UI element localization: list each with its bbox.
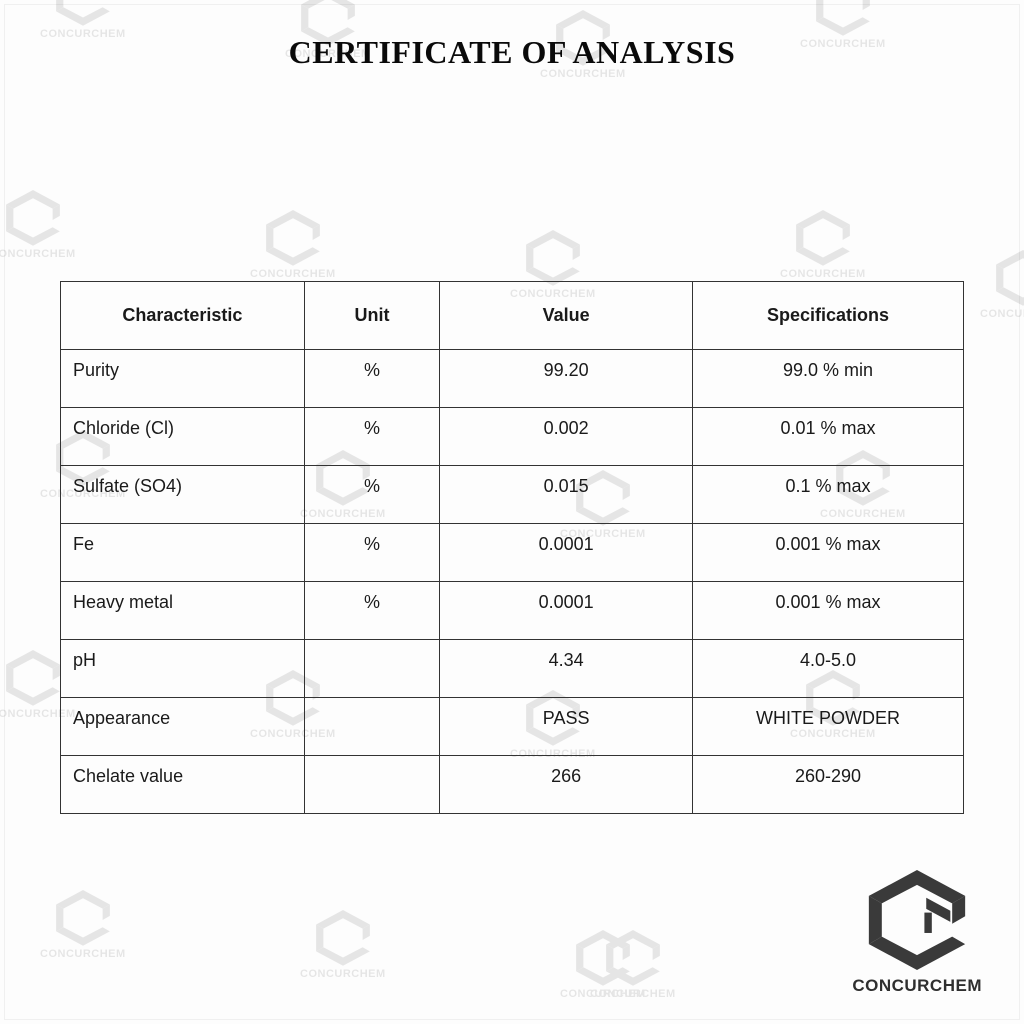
cell-characteristic: Chloride (Cl) (61, 408, 305, 466)
col-characteristic: Characteristic (61, 282, 305, 350)
cell-value: 0.015 (440, 466, 693, 524)
cell-characteristic: Purity (61, 350, 305, 408)
analysis-table: Characteristic Unit Value Specifications… (60, 281, 964, 814)
table-row: Chelate value 266260-290 (61, 756, 964, 814)
cell-spec: WHITE POWDER (693, 698, 964, 756)
cell-spec: 0.001 % max (693, 582, 964, 640)
cell-characteristic: Heavy metal (61, 582, 305, 640)
cell-value: 266 (440, 756, 693, 814)
table-row: Fe%0.00010.001 % max (61, 524, 964, 582)
cell-value: 99.20 (440, 350, 693, 408)
cell-unit (304, 698, 439, 756)
cell-value: 0.0001 (440, 582, 693, 640)
table-row: Sulfate (SO4)%0.0150.1 % max (61, 466, 964, 524)
cell-characteristic: Appearance (61, 698, 305, 756)
cell-characteristic: Fe (61, 524, 305, 582)
cell-value: 0.002 (440, 408, 693, 466)
cell-unit (304, 756, 439, 814)
cell-characteristic: Sulfate (SO4) (61, 466, 305, 524)
table-row: Chloride (Cl)%0.0020.01 % max (61, 408, 964, 466)
cell-value: 4.34 (440, 640, 693, 698)
cell-spec: 4.0-5.0 (693, 640, 964, 698)
cell-unit: % (304, 466, 439, 524)
table-header-row: Characteristic Unit Value Specifications (61, 282, 964, 350)
cell-unit: % (304, 582, 439, 640)
table-row: Appearance PASSWHITE POWDER (61, 698, 964, 756)
cell-spec: 0.001 % max (693, 524, 964, 582)
cell-characteristic: Chelate value (61, 756, 305, 814)
table-row: Purity%99.2099.0 % min (61, 350, 964, 408)
certificate-page: CERTIFICATE OF ANALYSIS Characteristic U… (0, 0, 1024, 1024)
cell-unit (304, 640, 439, 698)
cell-spec: 99.0 % min (693, 350, 964, 408)
cell-spec: 0.01 % max (693, 408, 964, 466)
col-value: Value (440, 282, 693, 350)
analysis-table-wrap: Characteristic Unit Value Specifications… (60, 281, 964, 814)
cell-characteristic: pH (61, 640, 305, 698)
col-specifications: Specifications (693, 282, 964, 350)
col-unit: Unit (304, 282, 439, 350)
brand-logo: CONCURCHEM (852, 870, 982, 996)
cell-value: PASS (440, 698, 693, 756)
table-row: pH 4.344.0-5.0 (61, 640, 964, 698)
cell-value: 0.0001 (440, 524, 693, 582)
table-row: Heavy metal%0.00010.001 % max (61, 582, 964, 640)
cell-unit: % (304, 350, 439, 408)
cell-unit: % (304, 408, 439, 466)
concurchem-logo-icon (861, 870, 973, 970)
cell-spec: 0.1 % max (693, 466, 964, 524)
brand-logo-text: CONCURCHEM (852, 976, 982, 996)
table-body: Purity%99.2099.0 % minChloride (Cl)%0.00… (61, 350, 964, 814)
cell-spec: 260-290 (693, 756, 964, 814)
cell-unit: % (304, 524, 439, 582)
page-title: CERTIFICATE OF ANALYSIS (60, 34, 964, 71)
